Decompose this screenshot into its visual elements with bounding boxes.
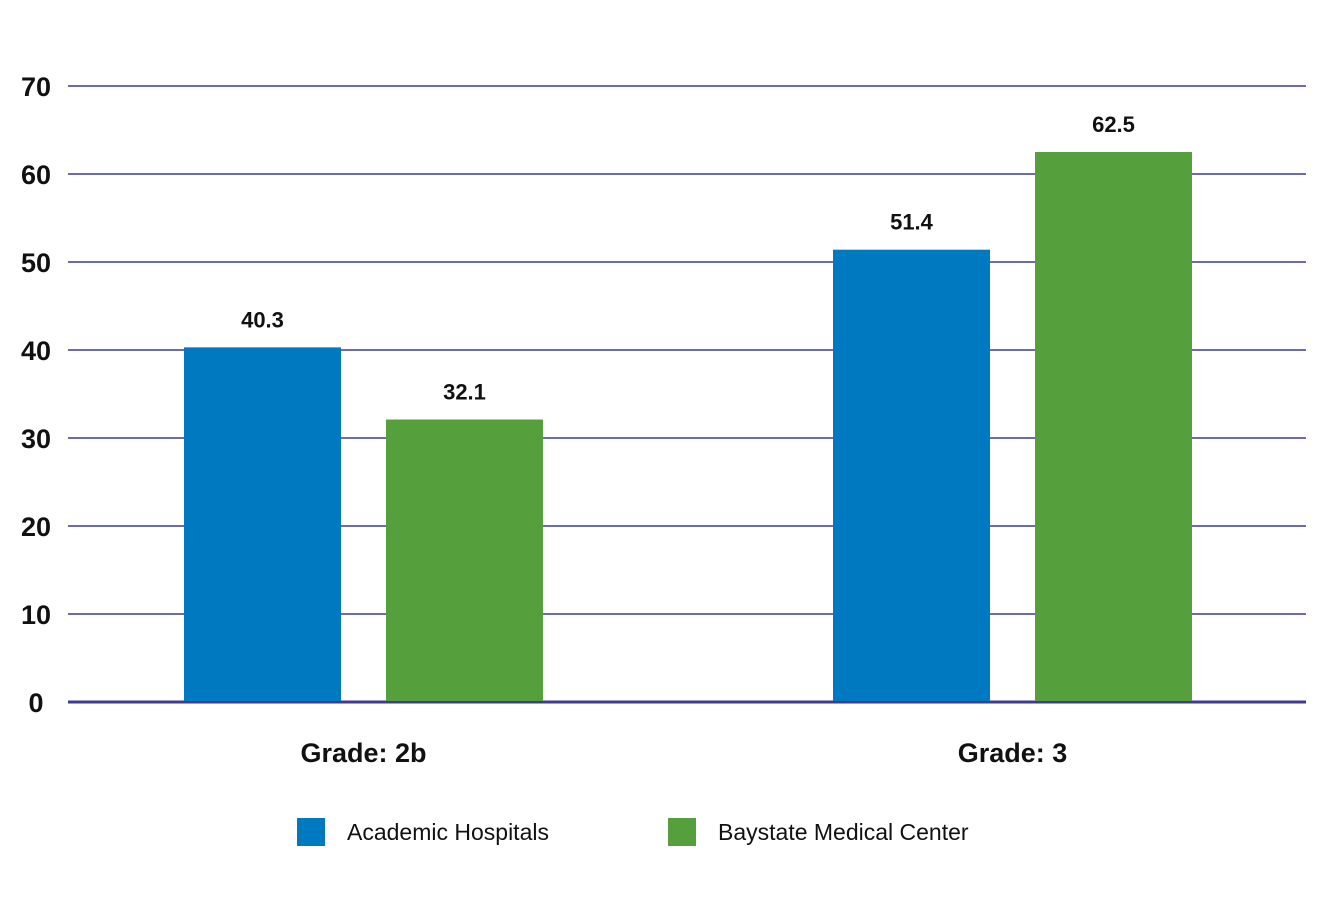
- bar-academic: [184, 347, 341, 701]
- data-label: 40.3: [241, 307, 284, 332]
- data-label: 51.4: [890, 210, 934, 235]
- y-tick-label: 30: [21, 424, 51, 454]
- x-category-label: Grade: 3: [958, 738, 1068, 768]
- y-tick-label: 50: [21, 248, 51, 278]
- data-label: 62.5: [1092, 112, 1135, 137]
- y-tick-label: 60: [21, 160, 51, 190]
- bar-academic: [833, 249, 990, 701]
- legend-swatch: [668, 818, 696, 846]
- legend-label: Academic Hospitals: [347, 819, 549, 845]
- x-category-label: Grade: 2b: [300, 738, 426, 768]
- y-tick-label: 10: [21, 600, 51, 630]
- y-tick-label: 40: [21, 336, 51, 366]
- y-tick-label: 20: [21, 512, 51, 542]
- data-label: 32.1: [443, 380, 486, 405]
- y-tick-label: 70: [21, 72, 51, 102]
- legend-swatch: [297, 818, 325, 846]
- bar-baystate: [1035, 152, 1192, 701]
- bar-baystate: [386, 419, 543, 701]
- legend-label: Baystate Medical Center: [718, 819, 969, 845]
- y-tick-label: 0: [28, 688, 43, 718]
